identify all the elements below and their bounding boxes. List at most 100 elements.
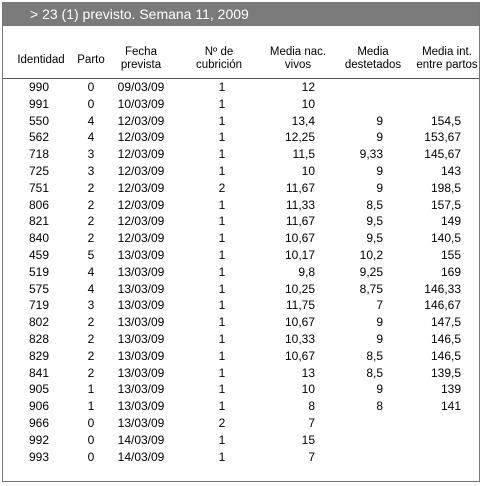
cell-identidad: 802 (28, 315, 50, 330)
cell-media-nac-vivos: 9,8 (298, 264, 315, 279)
cell-media-destetados: 8,5 (366, 197, 383, 212)
cell-media-destetados: 9,25 (359, 264, 383, 279)
cell-fecha-prevista: 13/03/09 (117, 365, 165, 380)
cell-media-nac-vivos: 10,67 (284, 315, 315, 330)
cell-identidad: 966 (28, 415, 50, 430)
cell-media-destetados: 8 (376, 399, 383, 414)
cell-media-nac-vivos: 10 (301, 382, 315, 397)
table-row: 841 2 13/03/09 1 13 8,5 139,5 (3, 365, 479, 382)
cell-identidad: 725 (28, 163, 50, 178)
cell-media-destetados: 9 (376, 113, 383, 128)
cell-parto: 2 (87, 197, 95, 212)
table-row: 562 4 12/03/09 1 12,25 9 153,67 (3, 129, 479, 146)
cell-parto: 3 (87, 147, 95, 162)
cell-num-cubricion: 1 (218, 449, 226, 464)
column-header-num-cubricion: Nº de cubrición (195, 46, 243, 71)
table-row: 725 3 12/03/09 1 10 9 143 (3, 163, 479, 180)
cell-identidad: 519 (28, 264, 50, 279)
cell-identidad: 719 (28, 298, 50, 313)
cell-num-cubricion: 1 (218, 130, 226, 145)
cell-media-destetados: 8,5 (366, 348, 383, 363)
cell-fecha-prevista: 12/03/09 (117, 147, 165, 162)
cell-parto: 4 (87, 113, 95, 128)
cell-num-cubricion: 1 (218, 432, 226, 447)
cell-identidad: 990 (28, 80, 50, 94)
cell-media-nac-vivos: 10 (301, 96, 315, 111)
cell-identidad: 829 (28, 348, 50, 363)
cell-fecha-prevista: 13/03/09 (117, 348, 165, 363)
cell-media-nac-vivos: 7 (308, 415, 315, 430)
cell-parto: 3 (87, 298, 95, 313)
cell-identidad: 992 (28, 432, 50, 447)
table-row: 905 1 13/03/09 1 10 9 139 (3, 381, 479, 398)
cell-parto: 4 (87, 281, 95, 296)
cell-parto: 4 (87, 130, 95, 145)
cell-fecha-prevista: 09/03/09 (117, 80, 165, 94)
cell-identidad: 841 (28, 365, 50, 380)
table-row: 806 2 12/03/09 1 11,33 8,5 157,5 (3, 197, 479, 214)
table-row: 751 2 12/03/09 2 11,67 9 198,5 (3, 180, 479, 197)
cell-media-nac-vivos: 11,33 (285, 197, 315, 212)
column-header-fecha-prevista: Fecha prevista (120, 46, 162, 71)
cell-num-cubricion: 1 (218, 163, 226, 178)
column-header-media-destetados: Media destetados (344, 46, 402, 71)
cell-parto: 2 (87, 348, 95, 363)
table-row: 718 3 12/03/09 1 11,5 9,33 145,67 (3, 146, 479, 163)
cell-media-int-partos: 146,5 (430, 331, 461, 346)
cell-media-int-partos: 169 (440, 264, 461, 279)
cell-media-destetados: 9 (376, 331, 383, 346)
table-row: 519 4 13/03/09 1 9,8 9,25 169 (3, 264, 479, 281)
cell-fecha-prevista: 13/03/09 (117, 382, 165, 397)
table-row: 821 2 12/03/09 1 11,67 9,5 149 (3, 213, 479, 230)
cell-media-int-partos: 143 (440, 163, 461, 178)
cell-parto: 2 (87, 214, 95, 229)
cell-identidad: 575 (28, 281, 50, 296)
cell-media-int-partos: 146,33 (424, 281, 461, 296)
cell-num-cubricion: 1 (218, 197, 226, 212)
cell-fecha-prevista: 13/03/09 (117, 331, 165, 346)
table-row: 991 0 10/03/09 1 10 (3, 96, 479, 113)
cell-media-nac-vivos: 11,67 (285, 214, 315, 229)
cell-media-destetados: 8,5 (366, 365, 383, 380)
cell-fecha-prevista: 12/03/09 (117, 130, 165, 145)
cell-media-nac-vivos: 10,33 (284, 331, 315, 346)
cell-media-int-partos: 147,5 (430, 315, 461, 330)
cell-identidad: 991 (28, 96, 50, 111)
report-panel: > 23 (1) previsto. Semana 11, 2009 Ident… (2, 2, 480, 482)
table-row: 906 1 13/03/09 1 8 8 141 (3, 398, 479, 415)
cell-identidad: 751 (28, 180, 50, 195)
table-row: 966 0 13/03/09 2 7 (3, 415, 479, 432)
cell-media-destetados: 9,33 (359, 147, 383, 162)
cell-media-int-partos: 145,67 (424, 147, 461, 162)
cell-media-nac-vivos: 8 (308, 399, 315, 414)
cell-num-cubricion: 1 (218, 298, 226, 313)
cell-media-destetados: 9 (376, 315, 383, 330)
cell-fecha-prevista: 12/03/09 (117, 214, 165, 229)
cell-media-nac-vivos: 15 (301, 432, 315, 447)
cell-parto: 5 (87, 247, 95, 262)
table-row: 459 5 13/03/09 1 10,17 10,2 155 (3, 247, 479, 264)
cell-num-cubricion: 1 (218, 281, 226, 296)
cell-fecha-prevista: 14/03/09 (117, 432, 165, 447)
cell-num-cubricion: 1 (218, 348, 226, 363)
cell-num-cubricion: 1 (218, 365, 226, 380)
cell-media-int-partos: 149 (440, 214, 461, 229)
cell-parto: 2 (87, 231, 95, 246)
cell-parto: 2 (87, 331, 95, 346)
cell-parto: 0 (87, 415, 95, 430)
cell-identidad: 828 (28, 331, 50, 346)
cell-fecha-prevista: 12/03/09 (117, 113, 165, 128)
cell-identidad: 718 (28, 147, 50, 162)
cell-media-nac-vivos: 7 (308, 449, 315, 464)
cell-num-cubricion: 1 (218, 382, 226, 397)
cell-media-nac-vivos: 10,17 (284, 247, 315, 262)
column-header-identidad: Identidad (17, 54, 65, 66)
cell-parto: 1 (87, 382, 95, 397)
table-row: 550 4 12/03/09 1 13,4 9 154,5 (3, 113, 479, 130)
cell-identidad: 821 (28, 214, 50, 229)
cell-fecha-prevista: 12/03/09 (117, 231, 165, 246)
cell-media-int-partos: 139,5 (430, 365, 461, 380)
cell-num-cubricion: 1 (218, 331, 226, 346)
cell-num-cubricion: 1 (218, 147, 226, 162)
table-header: Identidad Parto Fecha prevista Nº de cubrició… (3, 26, 479, 79)
